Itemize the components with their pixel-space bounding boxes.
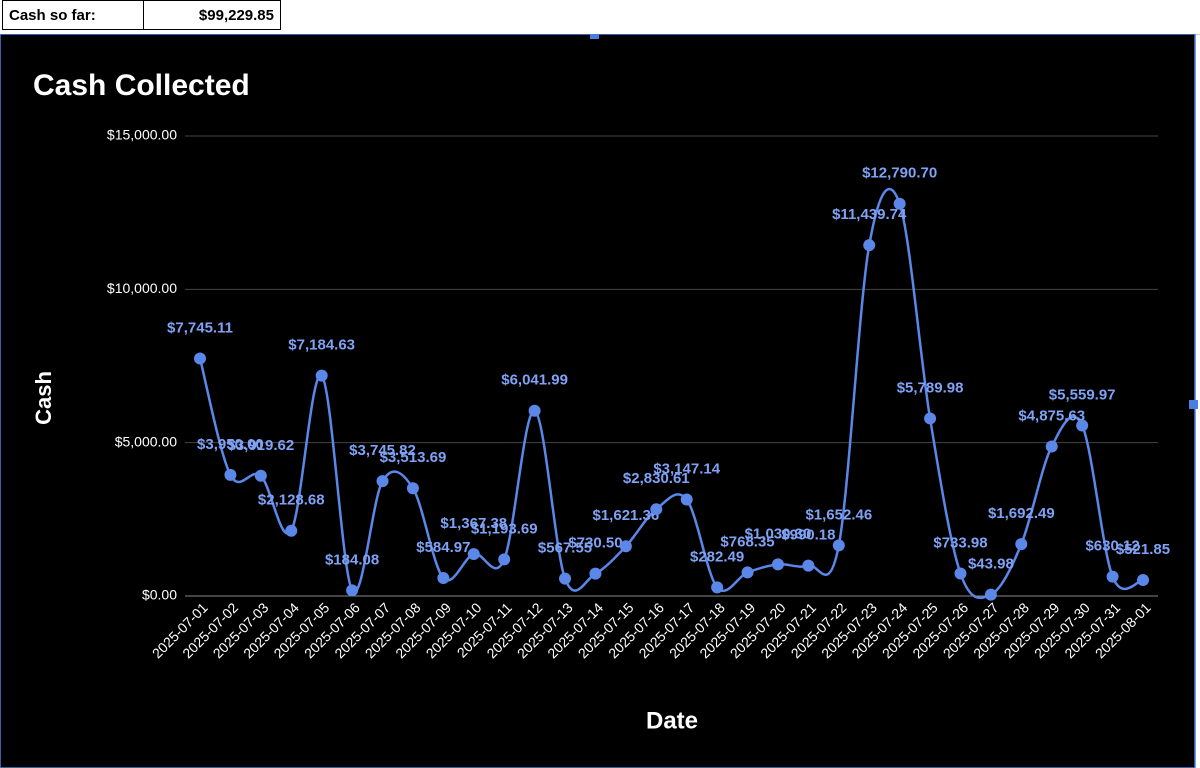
y-tick-label: $5,000.00 bbox=[115, 433, 177, 449]
point bbox=[376, 475, 389, 488]
data-label: $282.49 bbox=[690, 548, 744, 565]
data-label: $3,147.14 bbox=[653, 460, 720, 477]
y-tick-label: $15,000.00 bbox=[107, 127, 177, 143]
data-label: $3,950.00 bbox=[197, 436, 264, 453]
data-label: $3,513.69 bbox=[380, 449, 447, 466]
cell-value[interactable]: $99,229.85 bbox=[143, 0, 281, 30]
point bbox=[650, 503, 663, 516]
point bbox=[1045, 440, 1058, 453]
point bbox=[254, 469, 267, 482]
data-label: $730.50 bbox=[568, 535, 622, 552]
point bbox=[194, 352, 206, 365]
data-label: $1,621.36 bbox=[593, 507, 660, 524]
data-label: $3,745.82 bbox=[349, 442, 416, 459]
point bbox=[832, 539, 845, 552]
data-label: $1,367.38 bbox=[440, 515, 507, 532]
data-label: $12,790.70 bbox=[862, 165, 937, 182]
cell-label[interactable]: Cash so far: bbox=[2, 0, 144, 30]
line bbox=[198, 187, 1144, 600]
chart-title: Cash Collected bbox=[33, 69, 250, 102]
data-label: $521.85 bbox=[1116, 541, 1170, 558]
data-label: $1,652.46 bbox=[805, 506, 872, 523]
point bbox=[893, 197, 906, 210]
data-label: $1,030.30 bbox=[745, 525, 812, 542]
data-label: $43.98 bbox=[968, 556, 1014, 573]
point bbox=[1015, 538, 1028, 551]
point bbox=[802, 559, 815, 572]
y-axis-title: Cash bbox=[31, 371, 56, 425]
x-axis-title: Date bbox=[646, 707, 698, 734]
data-label: $768.35 bbox=[720, 533, 774, 550]
data-label: $5,789.98 bbox=[897, 379, 964, 396]
point bbox=[619, 540, 632, 553]
point bbox=[771, 558, 784, 571]
point bbox=[406, 482, 419, 495]
data-label: $7,184.63 bbox=[288, 337, 355, 354]
point bbox=[528, 404, 541, 417]
data-label: $4,875.63 bbox=[1018, 407, 1085, 424]
point bbox=[437, 572, 450, 585]
point bbox=[1137, 573, 1149, 586]
point bbox=[467, 548, 480, 561]
data-label: $2,128.68 bbox=[258, 492, 325, 509]
data-label: $990.18 bbox=[781, 527, 835, 544]
point bbox=[954, 567, 967, 580]
data-label: $6,041.99 bbox=[501, 372, 568, 389]
point bbox=[224, 468, 237, 481]
data-label: $5,559.97 bbox=[1049, 386, 1116, 403]
point bbox=[285, 524, 298, 537]
point bbox=[711, 581, 724, 594]
chart[interactable]: Cash Collected Date Cash $0.00 $5,000.00 $… bbox=[0, 34, 1200, 768]
data-label: $1,692.49 bbox=[988, 505, 1055, 522]
point bbox=[924, 412, 937, 425]
data-label: $567.55 bbox=[538, 540, 592, 557]
data-label: $7,745.11 bbox=[167, 319, 233, 336]
point bbox=[1076, 419, 1089, 432]
resize-handle[interactable] bbox=[590, 34, 599, 39]
data-label: $11,439.74 bbox=[832, 206, 907, 223]
resize-handle[interactable] bbox=[1189, 400, 1198, 409]
point bbox=[680, 493, 693, 506]
point bbox=[1106, 570, 1119, 583]
data-label: $584.97 bbox=[416, 539, 470, 556]
data-label: $733.98 bbox=[933, 534, 987, 551]
point bbox=[589, 567, 602, 580]
point bbox=[315, 369, 328, 382]
point bbox=[559, 572, 572, 585]
point bbox=[346, 584, 359, 597]
data-label: $1,193.69 bbox=[471, 520, 538, 537]
data-label: $3,919.62 bbox=[227, 437, 294, 454]
sheet-row: Cash so far: $99,229.85 bbox=[0, 0, 1200, 35]
data-label: $630.12 bbox=[1085, 538, 1139, 555]
chart-background bbox=[0, 34, 1195, 768]
point bbox=[741, 566, 754, 579]
y-tick-label: $0.00 bbox=[142, 587, 177, 603]
data-label: $2,830.61 bbox=[623, 470, 690, 487]
point bbox=[498, 553, 511, 566]
data-label: $184.08 bbox=[325, 551, 379, 568]
point bbox=[863, 239, 876, 252]
point bbox=[984, 588, 997, 601]
y-tick-label: $10,000.00 bbox=[107, 280, 177, 296]
